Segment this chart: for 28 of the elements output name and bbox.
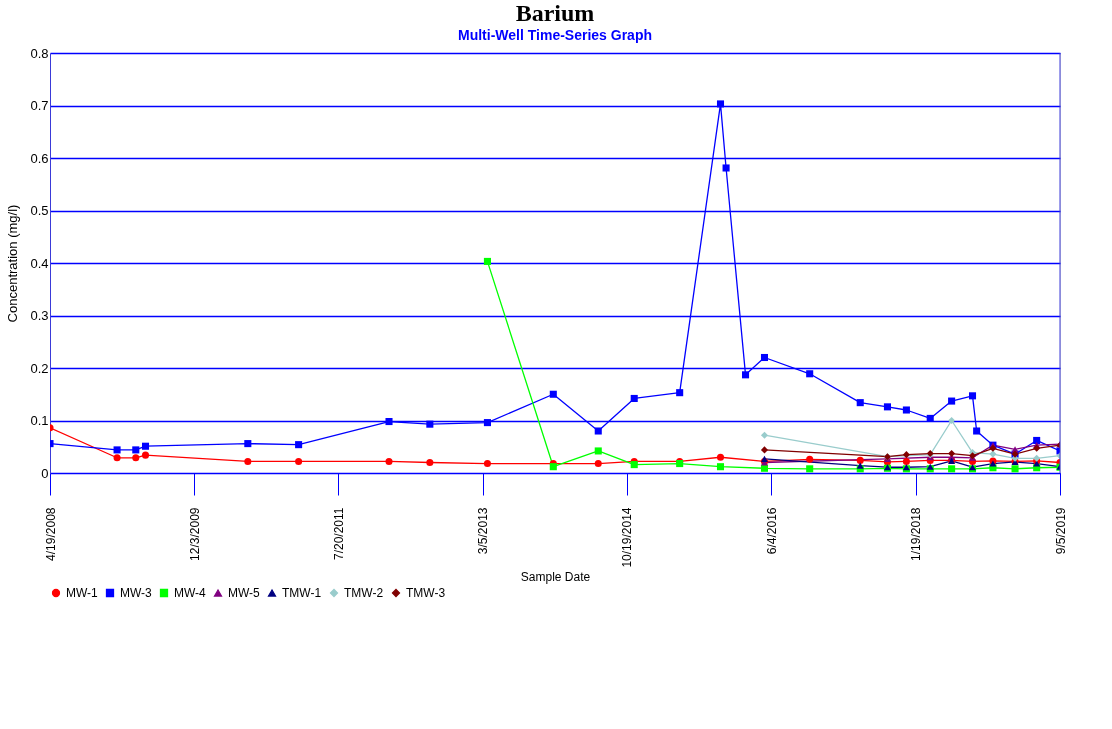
x-tick-label: 6/4/2016 [764,507,779,555]
x-tick-label: 3/5/2013 [476,507,491,555]
legend-label: MW-3 [120,586,153,600]
legend-label: MW-4 [174,586,207,600]
chart-title: Barium [515,0,595,26]
y-axis-title: Concentration (mg/l) [5,204,21,323]
y-tick-label: 0.6 [30,150,49,166]
x-tick-label: 10/19/2014 [620,507,635,568]
x-tick-label: 9/5/2019 [1053,507,1068,555]
x-tick-label: 4/19/2008 [43,507,58,561]
y-tick-label: 0.3 [30,308,49,323]
y-tick-label: 0 [41,465,49,481]
chart-subtitle: Multi-Well Time-Series Graph [458,27,652,43]
legend-label: TMW-3 [406,586,446,600]
y-tick-label: 0.1 [30,413,49,428]
legend-label: TMW-2 [344,586,384,600]
y-tick-label: 0.8 [30,45,49,61]
x-tick-label: 12/3/2009 [187,507,202,561]
legend-label: MW-1 [66,586,99,600]
y-tick-label: 0.4 [30,255,49,271]
y-tick-label: 0.5 [30,203,49,218]
x-tick-label: 7/20/2011 [331,507,346,560]
x-tick-label: 1/19/2018 [909,507,924,561]
legend-label: MW-5 [228,586,261,600]
y-tick-label: 0.7 [30,98,49,113]
legend-label: TMW-1 [282,586,322,600]
y-tick-label: 0.2 [30,360,49,376]
x-axis-title: Sample Date [520,569,591,584]
